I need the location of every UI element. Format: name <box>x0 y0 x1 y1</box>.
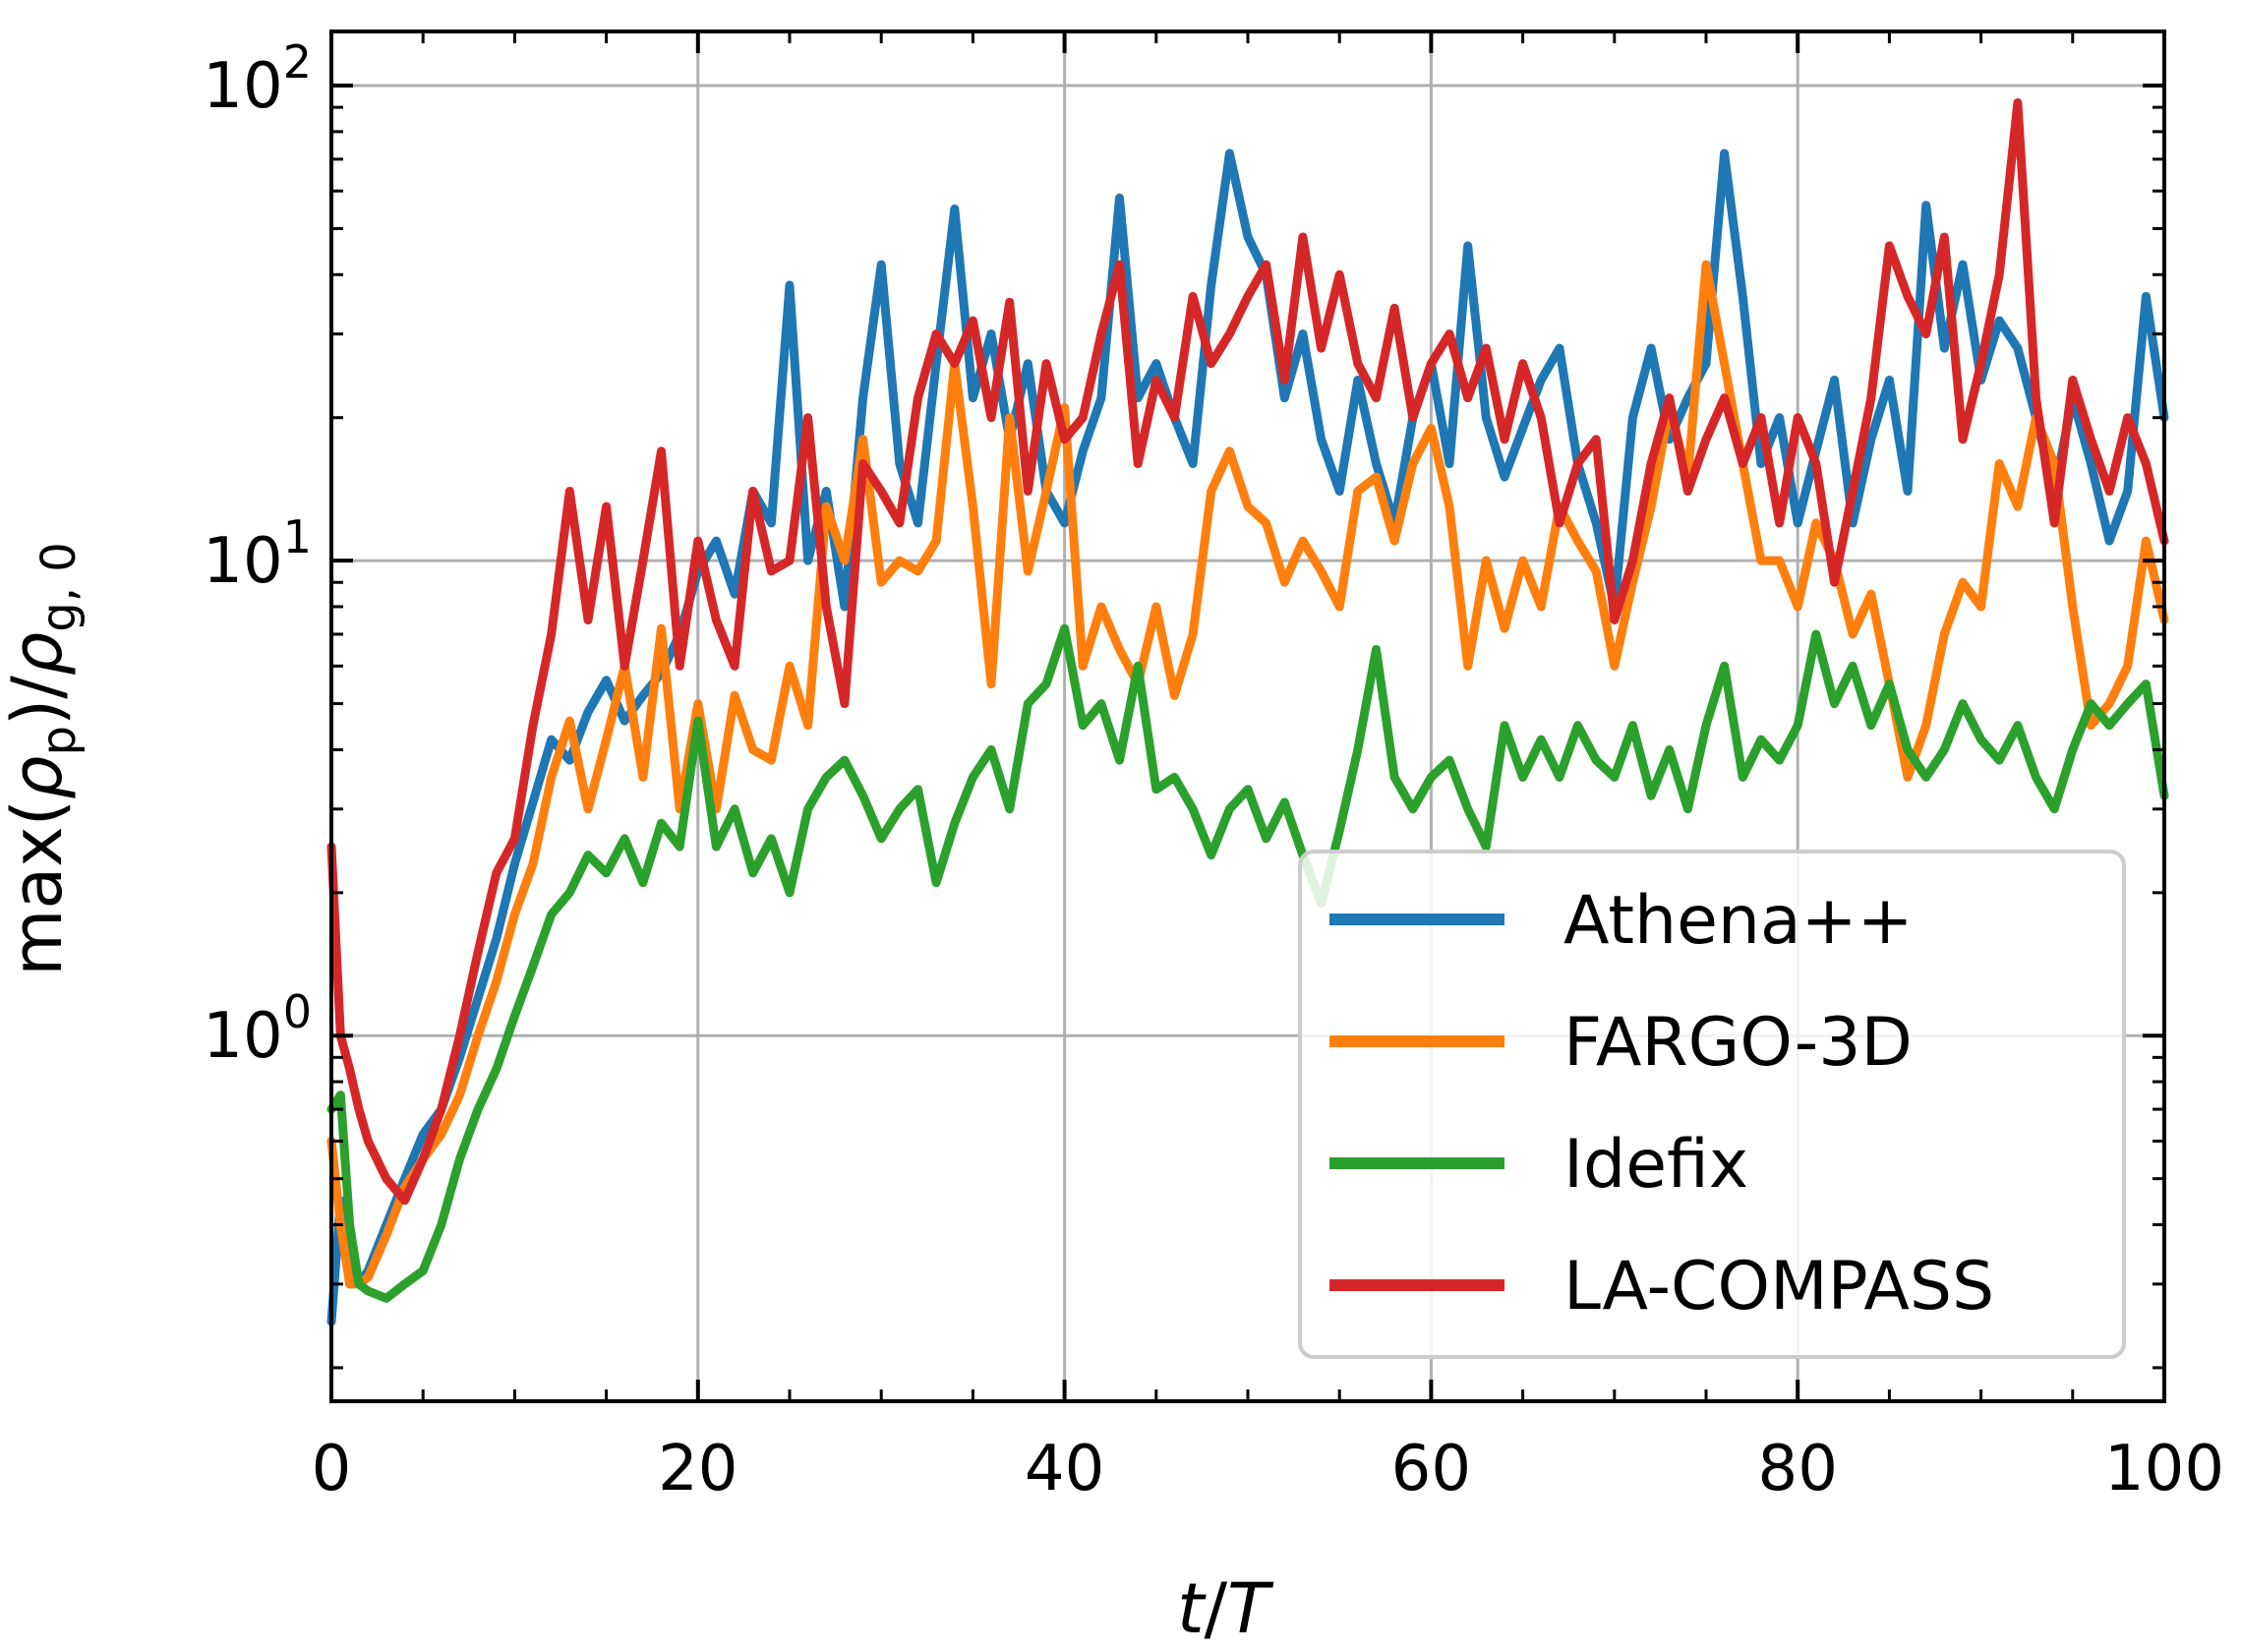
series-line-athena <box>326 148 2169 1327</box>
legend-label-fargo-3d: FARGO-3D <box>1563 1004 1913 1082</box>
series-line-la-compass <box>326 98 2169 1206</box>
legend-label-idefix: Idefix <box>1563 1126 1748 1204</box>
tick-labels: 0 20 40 60 80 100 100 101 102 <box>203 35 2224 1505</box>
x-tick-label: 60 <box>1391 1433 1471 1505</box>
y-tick-label: 101 <box>203 510 312 598</box>
legend: Athena++ FARGO-3D Idefix LA-COMPASS <box>1298 850 2126 1359</box>
x-tick-label: 80 <box>1757 1433 1837 1505</box>
y-tick-label: 102 <box>203 35 312 123</box>
series-line-fargo-3d <box>326 260 2169 1289</box>
y-tick-label: 100 <box>203 985 312 1073</box>
x-tick-label: 100 <box>2104 1433 2224 1505</box>
legend-label-la-compass: LA-COMPASS <box>1563 1248 1994 1326</box>
x-tick-label: 20 <box>658 1433 737 1505</box>
series-lines <box>326 98 2169 1327</box>
ticks <box>329 31 2166 1401</box>
legend-label-athena: Athena++ <box>1563 882 1914 960</box>
x-axis-label: t/T <box>1177 1568 1274 1649</box>
y-axis-label: max(ρp)/ρg, 0 <box>0 542 87 976</box>
series-line-idefix <box>326 623 2169 1303</box>
x-tick-label: 40 <box>1025 1433 1104 1505</box>
x-tick-label: 0 <box>312 1433 352 1505</box>
legend-box <box>1298 850 2126 1359</box>
